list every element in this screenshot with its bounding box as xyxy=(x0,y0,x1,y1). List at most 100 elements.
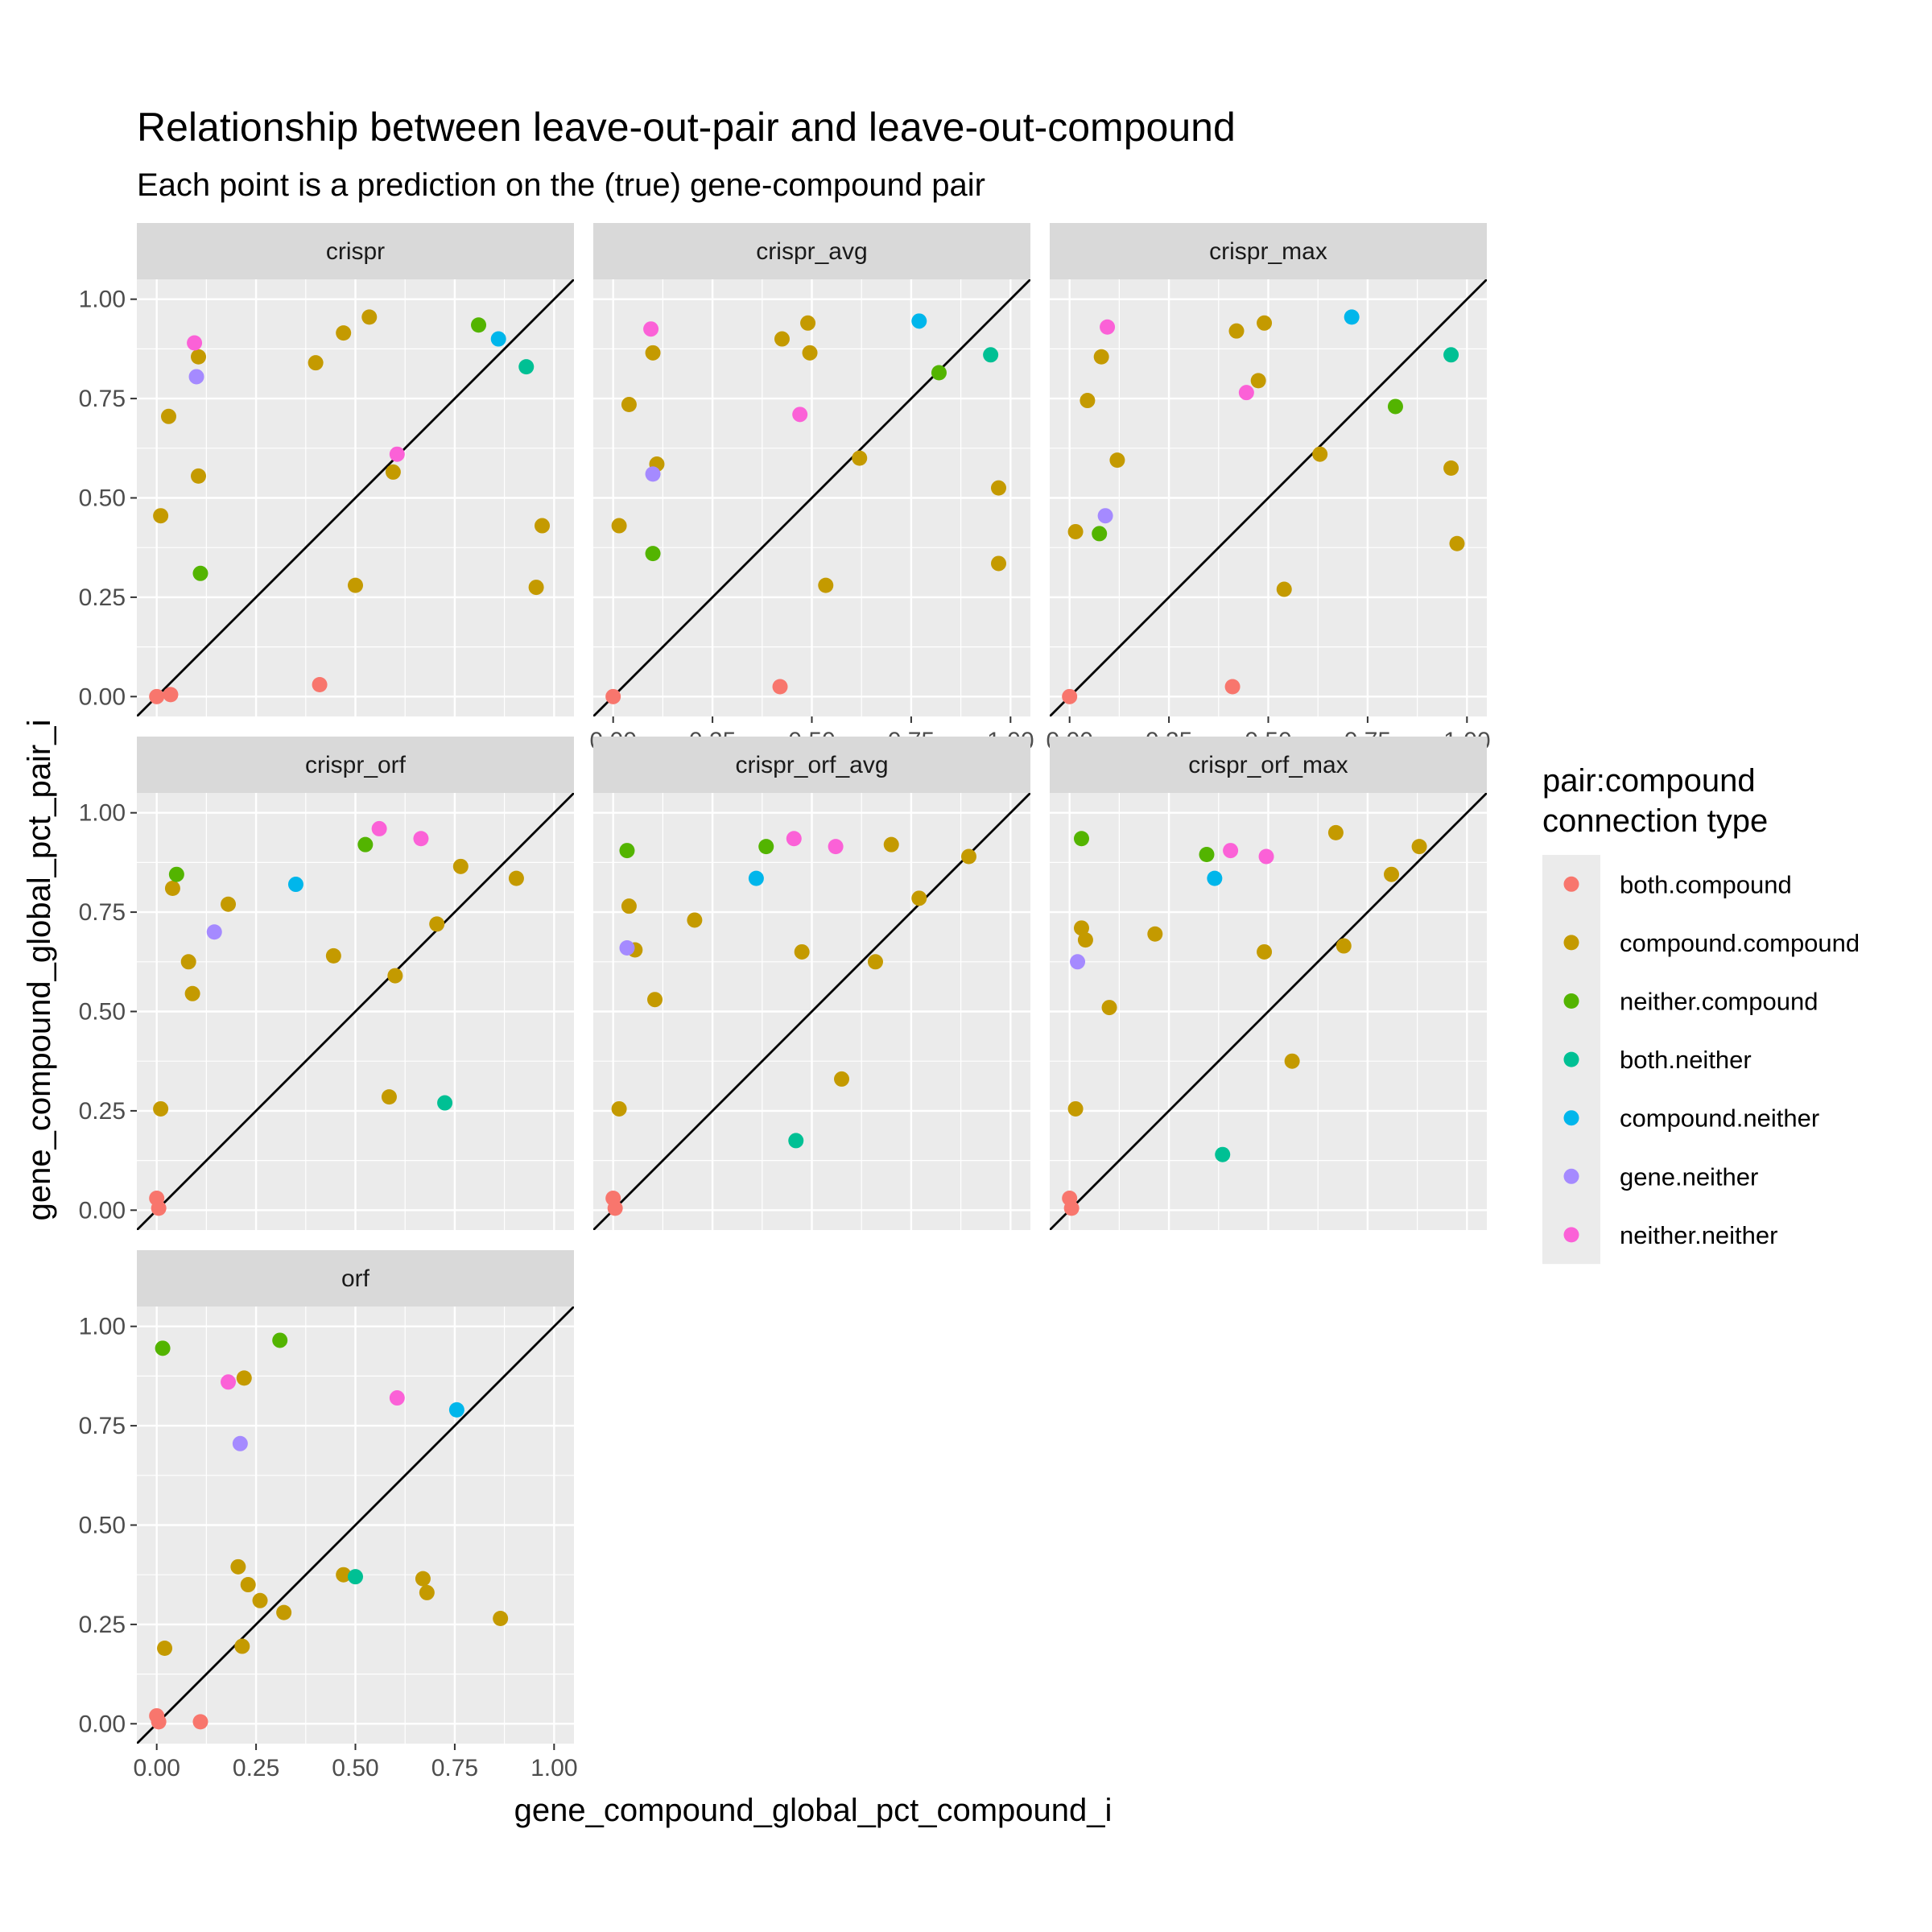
data-point-neither-compound xyxy=(1073,831,1089,847)
data-point-compound-compound xyxy=(1411,839,1427,855)
data-point-compound-compound xyxy=(621,396,637,412)
data-point-compound-compound xyxy=(1109,452,1125,469)
y-tick-label: 0.75 xyxy=(79,899,126,926)
data-point-compound-neither xyxy=(287,877,303,893)
data-point-compound-compound xyxy=(1327,824,1344,840)
data-point-compound-compound xyxy=(236,1370,252,1386)
data-point-compound-compound xyxy=(1257,943,1273,960)
data-point-gene-neither xyxy=(206,924,222,940)
y-tick-label: 0.75 xyxy=(79,386,126,412)
data-point-both-compound xyxy=(151,1200,167,1216)
data-point-compound-compound xyxy=(818,577,834,593)
facet-panel-crispr-orf-avg: crispr_orf_avg xyxy=(593,737,1030,1230)
facet-panel-crispr-orf-max: crispr_orf_max xyxy=(1050,737,1487,1230)
legend-key-neither-compound xyxy=(1563,993,1579,1009)
facet-strip-label: crispr_avg xyxy=(756,238,867,265)
data-point-neither-neither xyxy=(187,335,203,351)
facet-panel-crispr-avg: crispr_avg0.000.250.500.751.00 xyxy=(589,223,1034,754)
facet-strip-label: crispr xyxy=(326,238,385,265)
data-point-both-compound xyxy=(1224,679,1241,695)
data-point-neither-compound xyxy=(272,1332,288,1348)
reference-line-y-equals-x xyxy=(1050,279,1487,716)
data-point-compound-compound xyxy=(1335,938,1352,954)
data-point-neither-compound xyxy=(1387,398,1403,415)
legend-key-both-neither xyxy=(1563,1051,1579,1067)
data-point-neither-compound xyxy=(168,866,184,882)
data-point-compound-compound xyxy=(508,870,524,886)
data-point-neither-neither xyxy=(413,831,429,847)
data-point-compound-compound xyxy=(1073,920,1089,936)
data-point-compound-compound xyxy=(336,325,352,341)
data-point-neither-neither xyxy=(643,321,659,337)
data-point-compound-compound xyxy=(385,464,401,480)
data-point-compound-compound xyxy=(1080,393,1096,409)
data-point-compound-compound xyxy=(611,1100,627,1117)
y-tick-label: 0.00 xyxy=(79,1197,126,1224)
y-tick-label: 1.00 xyxy=(79,287,126,313)
data-point-compound-compound xyxy=(1449,535,1465,551)
data-point-neither-compound xyxy=(155,1340,171,1356)
data-point-compound-compound xyxy=(802,345,818,361)
x-tick-label: 0.75 xyxy=(431,1755,478,1781)
x-tick-label: 0.00 xyxy=(133,1755,180,1781)
data-point-neither-neither xyxy=(389,1390,405,1406)
data-point-neither-neither xyxy=(389,446,405,462)
data-point-compound-compound xyxy=(221,896,237,912)
data-point-neither-neither xyxy=(1100,319,1116,335)
legend-label: neither.compound xyxy=(1620,988,1818,1016)
data-point-compound-compound xyxy=(1443,460,1459,476)
data-point-neither-compound xyxy=(619,843,635,859)
data-point-compound-compound xyxy=(336,1567,352,1583)
y-tick-label: 0.00 xyxy=(79,683,126,710)
data-point-compound-compound xyxy=(800,315,816,331)
data-point-neither-compound xyxy=(471,317,487,333)
data-point-gene-neither xyxy=(619,940,635,956)
y-tick-label: 0.25 xyxy=(79,1612,126,1638)
legend-key-gene-neither xyxy=(1563,1168,1579,1184)
reference-line-y-equals-x xyxy=(137,1307,574,1744)
x-tick-label: 0.50 xyxy=(332,1755,378,1781)
legend-label: compound.neither xyxy=(1620,1104,1819,1133)
data-point-compound-compound xyxy=(911,890,927,906)
data-point-compound-compound xyxy=(493,1611,509,1627)
data-point-compound-compound xyxy=(960,848,976,865)
data-point-compound-compound xyxy=(164,880,180,896)
facet-panels: crispr0.000.250.500.751.00crispr_avg0.00… xyxy=(79,223,1491,1781)
facet-strip xyxy=(137,737,574,793)
data-point-gene-neither xyxy=(645,466,661,482)
data-point-both-neither xyxy=(348,1569,363,1585)
data-point-compound-compound xyxy=(452,858,469,874)
data-point-compound-compound xyxy=(240,1577,256,1593)
facet-strip-label: crispr_orf xyxy=(305,752,407,778)
data-point-both-compound xyxy=(1063,1200,1080,1216)
data-point-gene-neither xyxy=(232,1435,248,1451)
data-point-both-neither xyxy=(1215,1146,1231,1162)
data-point-both-compound xyxy=(192,1714,208,1730)
data-point-compound-compound xyxy=(252,1592,268,1608)
data-point-compound-compound xyxy=(153,1100,169,1117)
data-point-compound-compound xyxy=(645,345,661,361)
reference-line-y-equals-x xyxy=(1050,793,1487,1230)
data-point-compound-compound xyxy=(528,580,544,596)
data-point-both-neither xyxy=(983,347,999,363)
data-point-compound-compound xyxy=(191,349,207,365)
data-point-neither-compound xyxy=(931,365,947,381)
data-point-compound-neither xyxy=(911,313,927,329)
data-point-gene-neither xyxy=(1070,954,1086,970)
data-point-compound-compound xyxy=(1250,373,1266,389)
data-point-compound-compound xyxy=(991,555,1007,572)
data-point-neither-compound xyxy=(1199,847,1215,863)
facet-panel-crispr: crispr 0.00 0.25 0.50 0.75 1.00 xyxy=(79,223,574,716)
data-point-compound-compound xyxy=(1257,315,1273,331)
data-point-compound-compound xyxy=(611,518,627,534)
data-point-both-neither xyxy=(1443,347,1459,363)
data-point-compound-compound xyxy=(1101,1000,1117,1016)
legend-label: both.compound xyxy=(1620,870,1792,898)
legend-key-compound-compound xyxy=(1563,935,1579,951)
data-point-compound-compound xyxy=(1093,349,1109,365)
data-point-compound-compound xyxy=(381,1089,397,1105)
facet-strip xyxy=(1050,223,1487,279)
reference-line-y-equals-x xyxy=(137,279,574,716)
